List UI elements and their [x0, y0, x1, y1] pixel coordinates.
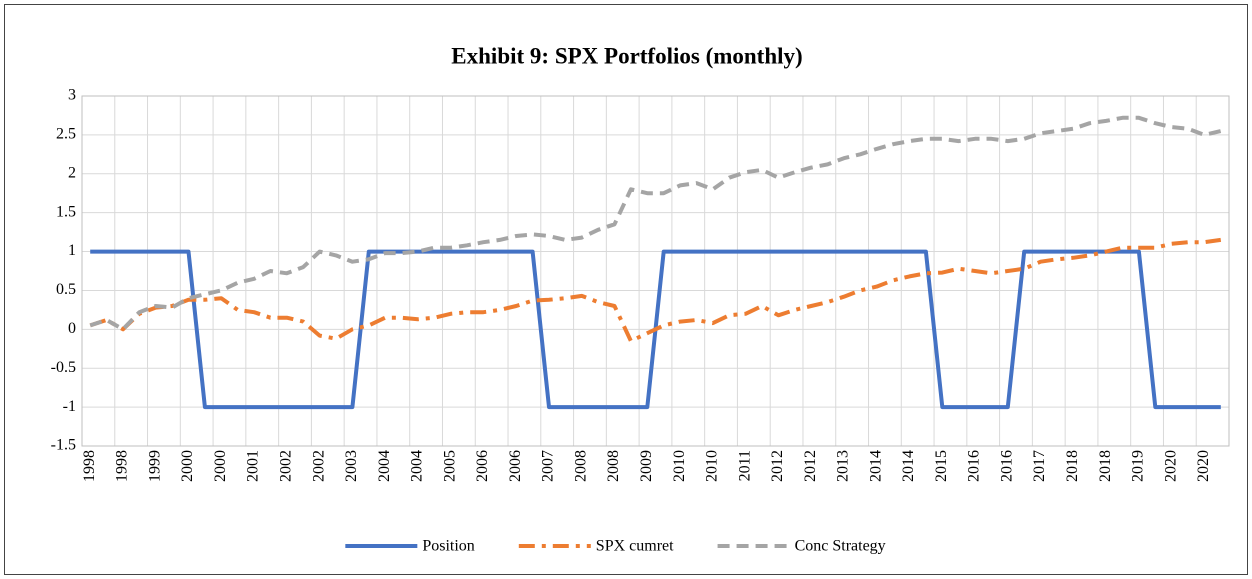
- x-tick-label: 2018: [1064, 450, 1081, 482]
- legend-label: Conc Strategy: [795, 538, 886, 555]
- x-tick-label: 2020: [1162, 450, 1179, 482]
- x-tick-label: 2002: [310, 450, 327, 482]
- x-tick-label: 1999: [146, 450, 163, 482]
- x-tick-label: 1998: [81, 450, 98, 482]
- x-tick-label: 2000: [212, 450, 229, 482]
- x-tick-label: 2019: [1130, 450, 1147, 482]
- x-tick-label: 2005: [441, 450, 458, 482]
- x-tick-label: 2020: [1195, 450, 1212, 482]
- x-tick-label: 2012: [769, 450, 786, 482]
- x-tick-label: 2016: [998, 450, 1015, 482]
- x-tick-label: 2011: [736, 450, 753, 481]
- x-tick-label: 2018: [1097, 450, 1114, 482]
- x-tick-label: 1998: [114, 450, 131, 482]
- y-tick-label: -1: [63, 398, 76, 415]
- y-tick-label: 3: [68, 87, 76, 104]
- legend-label: SPX cumret: [596, 538, 674, 555]
- x-tick-label: 2008: [605, 450, 622, 482]
- x-tick-label: 2001: [245, 450, 262, 482]
- x-tick-label: 2012: [802, 450, 819, 482]
- x-tick-label: 2014: [900, 450, 917, 482]
- x-tick-label: 2002: [277, 450, 294, 482]
- x-tick-label: 2006: [507, 450, 524, 482]
- x-tick-label: 2017: [1031, 450, 1048, 482]
- y-tick-label: 2.5: [56, 126, 76, 143]
- x-tick-label: 2010: [671, 450, 688, 482]
- x-tick-label: 2007: [540, 450, 557, 482]
- plot-border: [81, 95, 1230, 447]
- y-tick-label: -0.5: [51, 359, 76, 376]
- x-tick-label: 2010: [704, 450, 721, 482]
- x-tick-label: 2003: [343, 450, 360, 482]
- x-tick-label: 2000: [179, 450, 196, 482]
- y-tick-label: 2: [68, 164, 76, 181]
- x-tick-label: 2004: [376, 450, 393, 482]
- chart-title: Exhibit 9: SPX Portfolios (monthly): [451, 43, 802, 68]
- chart-border: [4, 4, 1248, 575]
- legend: Position SPX cumret Conc Strategy: [345, 538, 886, 555]
- y-tick-label: -1.5: [51, 437, 76, 454]
- y-tick-label: 1.5: [56, 203, 76, 220]
- y-tick-label: 0.5: [56, 281, 76, 298]
- x-tick-label: 2016: [966, 450, 983, 482]
- x-tick-label: 2014: [867, 450, 884, 482]
- x-tick-label: 2008: [572, 450, 589, 482]
- x-tick-label: 2006: [474, 450, 491, 482]
- x-tick-label: 2015: [933, 450, 950, 482]
- x-tick-label: 2004: [409, 450, 426, 482]
- x-tick-label: 2009: [638, 450, 655, 482]
- series-line: [89, 115, 1222, 332]
- series-line: [89, 237, 1222, 343]
- y-tick-label: 1: [68, 242, 76, 259]
- y-tick-label: 0: [68, 320, 76, 337]
- legend-label: Position: [422, 538, 474, 555]
- x-tick-label: 2013: [835, 450, 852, 482]
